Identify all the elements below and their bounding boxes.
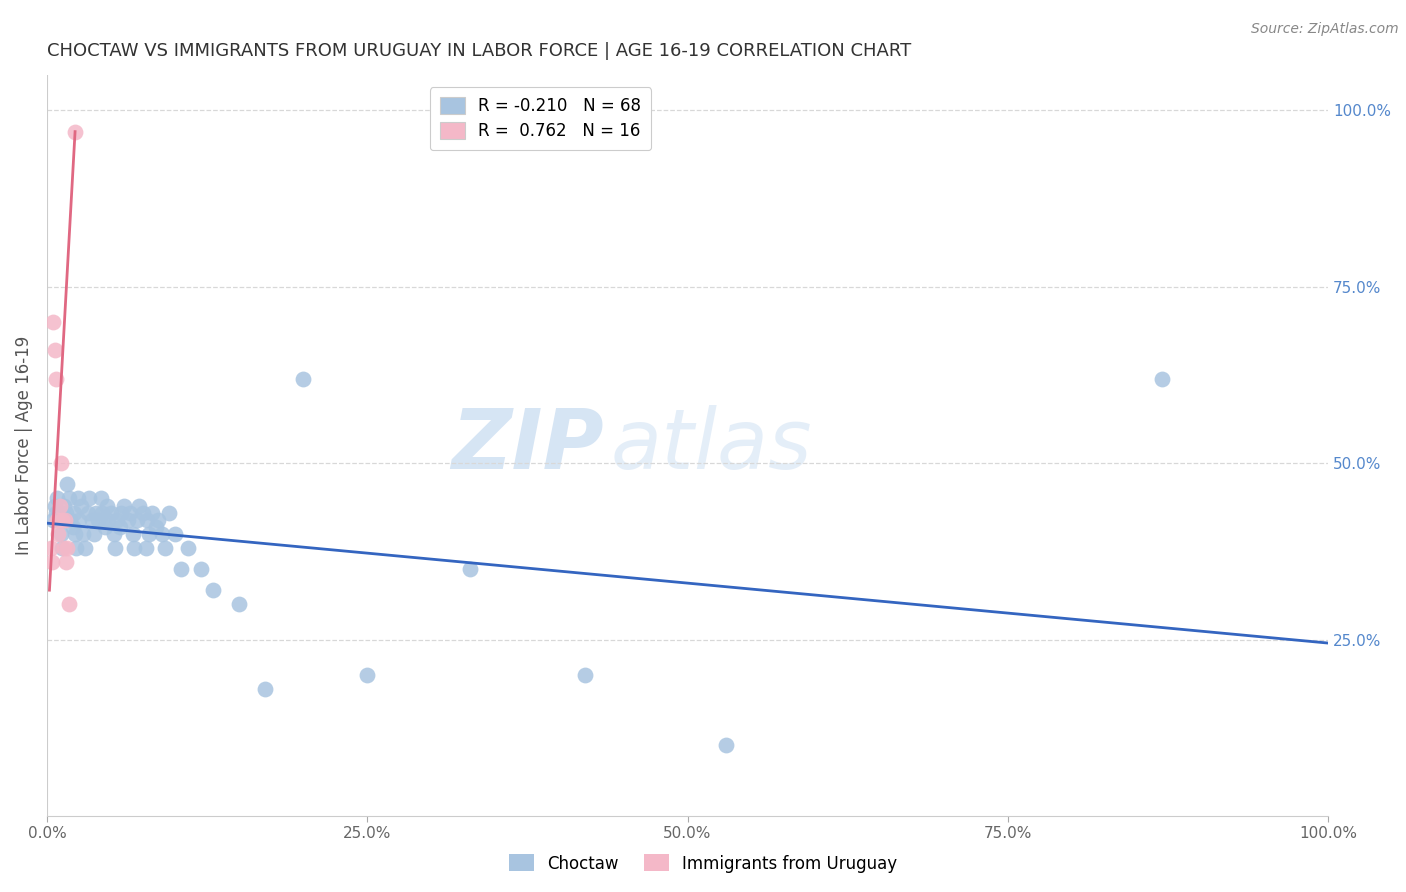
Point [138, 526, 160, 541]
Point [48, 513, 70, 527]
Point [108, 519, 131, 533]
Point [42, 513, 65, 527]
Point [83, 526, 105, 541]
Point [66, 491, 89, 506]
Point [58, 491, 80, 506]
Point [72, 526, 94, 541]
Point [292, 371, 315, 385]
Point [202, 583, 225, 598]
Point [77, 491, 100, 506]
Point [58, 597, 80, 611]
Point [157, 506, 180, 520]
Point [65, 541, 87, 555]
Point [104, 541, 127, 555]
Point [48, 499, 70, 513]
Point [41, 555, 63, 569]
Point [253, 681, 276, 696]
Point [112, 499, 135, 513]
Point [93, 519, 115, 533]
Point [44, 343, 66, 358]
Point [56, 477, 79, 491]
Point [48, 526, 70, 541]
Point [77, 506, 100, 520]
Point [49, 456, 72, 470]
Point [163, 526, 186, 541]
Point [91, 506, 114, 520]
Point [103, 526, 125, 541]
Point [44, 499, 66, 513]
Point [145, 519, 167, 533]
Point [135, 513, 157, 527]
Point [170, 562, 193, 576]
Point [117, 513, 139, 527]
Point [53, 513, 76, 527]
Point [148, 513, 170, 527]
Point [574, 668, 596, 682]
Point [122, 541, 145, 555]
Point [141, 506, 163, 520]
Point [190, 562, 212, 576]
Point [51, 541, 73, 555]
Point [45, 506, 67, 520]
Point [56, 541, 79, 555]
Point [153, 541, 176, 555]
Point [70, 499, 93, 513]
Point [356, 668, 378, 682]
Point [52, 499, 75, 513]
Point [87, 513, 110, 527]
Point [105, 513, 128, 527]
Text: CHOCTAW VS IMMIGRANTS FROM URUGUAY IN LABOR FORCE | AGE 16-19 CORRELATION CHART: CHOCTAW VS IMMIGRANTS FROM URUGUAY IN LA… [46, 42, 911, 60]
Point [63, 526, 86, 541]
Point [45, 371, 67, 385]
Point [110, 506, 132, 520]
Point [52, 541, 75, 555]
Text: Source: ZipAtlas.com: Source: ZipAtlas.com [1251, 22, 1399, 37]
Point [714, 739, 737, 753]
Point [132, 506, 155, 520]
Point [121, 526, 143, 541]
Point [80, 513, 103, 527]
Point [39, 541, 62, 555]
Point [46, 513, 69, 527]
Point [63, 125, 86, 139]
Point [458, 562, 481, 576]
Point [120, 506, 142, 520]
Point [75, 541, 97, 555]
Point [135, 541, 157, 555]
Legend: Choctaw, Immigrants from Uruguay: Choctaw, Immigrants from Uruguay [502, 847, 904, 880]
Point [96, 499, 118, 513]
Point [62, 519, 84, 533]
Point [46, 491, 69, 506]
Point [62, 506, 84, 520]
Point [100, 506, 122, 520]
Legend: R = -0.210   N = 68, R =  0.762   N = 16: R = -0.210 N = 68, R = 0.762 N = 16 [429, 87, 651, 150]
Point [59, 513, 82, 527]
Y-axis label: In Labor Force | Age 16-19: In Labor Force | Age 16-19 [15, 336, 32, 555]
Point [49, 526, 72, 541]
Point [228, 597, 250, 611]
Point [97, 513, 120, 527]
Point [125, 513, 148, 527]
Point [55, 555, 77, 569]
Point [90, 491, 112, 506]
Point [177, 541, 200, 555]
Point [55, 506, 77, 520]
Point [84, 506, 107, 520]
Point [150, 526, 173, 541]
Text: atlas: atlas [610, 405, 813, 486]
Point [128, 499, 150, 513]
Point [42, 315, 65, 329]
Point [51, 513, 73, 527]
Point [67, 513, 90, 527]
Point [1150, 371, 1173, 385]
Text: ZIP: ZIP [451, 405, 605, 486]
